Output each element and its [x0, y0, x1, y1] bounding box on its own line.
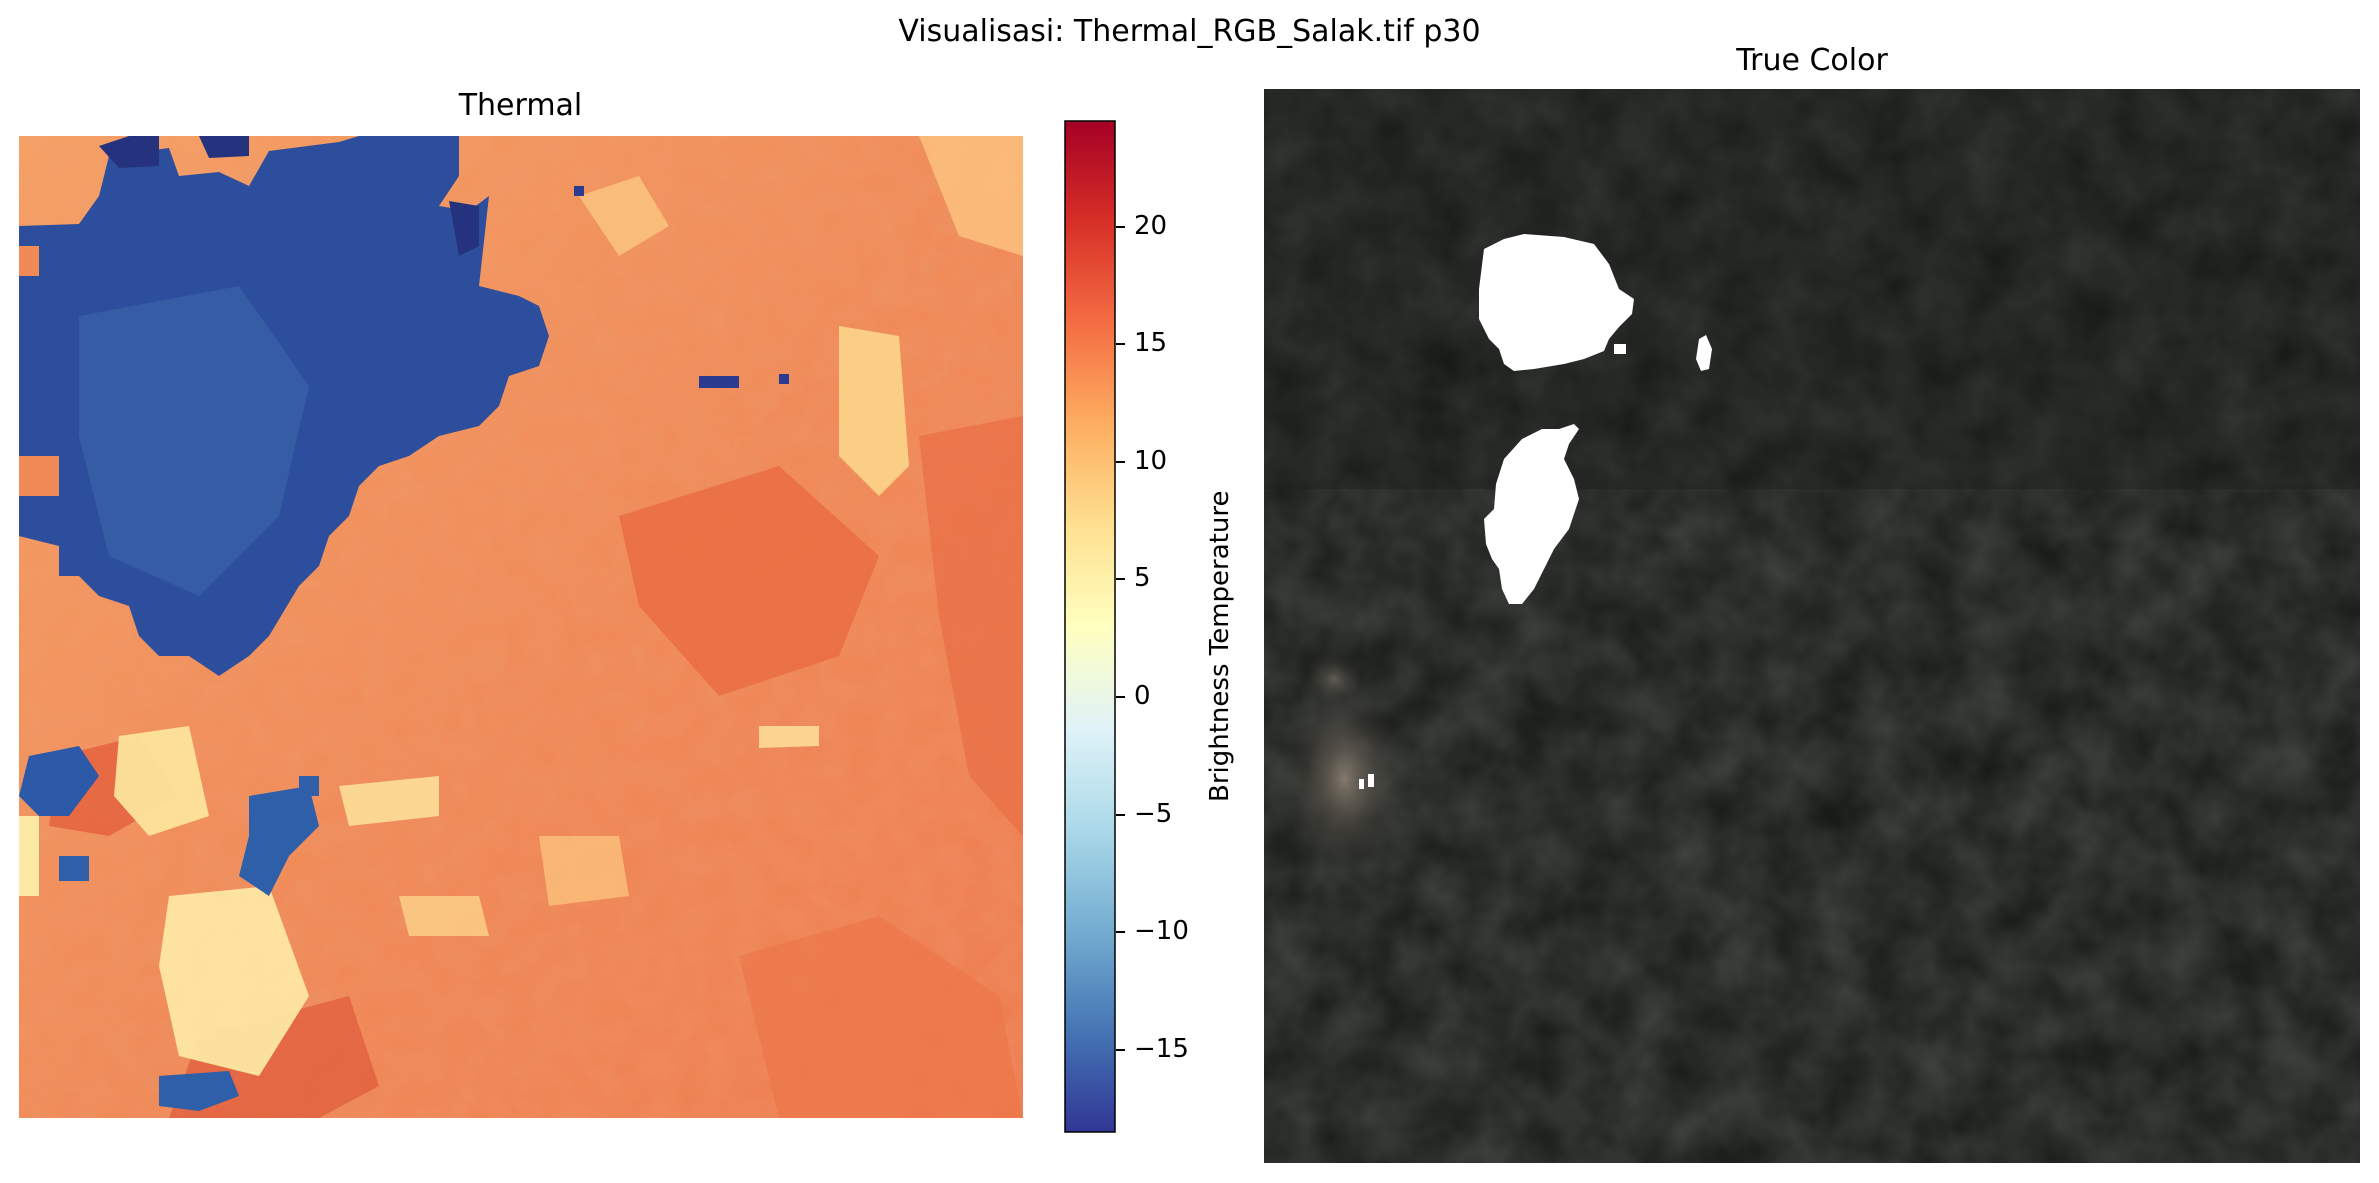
colorbar-tick-label: 5 — [1134, 563, 1151, 594]
colorbar-tick-mark — [1116, 578, 1125, 581]
colorbar-tick-mark — [1116, 343, 1125, 346]
colorbar-label: Brightness Temperature — [1205, 490, 1235, 802]
colorbar-tick-mark — [1116, 460, 1125, 463]
colorbar-tick-mark — [1116, 225, 1125, 228]
colorbar-tick-mark — [1116, 696, 1125, 699]
colorbar-tick-label: 10 — [1134, 445, 1168, 476]
thermal-panel-title: Thermal — [458, 88, 583, 123]
colorbar-tick-mark — [1116, 813, 1125, 816]
colorbar — [1064, 120, 1116, 1133]
figure-title: Visualisasi: Thermal_RGB_Salak.tif p30 — [898, 14, 1481, 49]
colorbar-tick-label: 0 — [1134, 681, 1151, 712]
colorbar-tick-label: −5 — [1134, 798, 1173, 829]
colorbar-tick-label: 20 — [1134, 210, 1168, 241]
truecolor-panel-title: True Color — [1736, 43, 1888, 78]
colorbar-tick-mark — [1116, 931, 1125, 934]
colorbar-tick-label: −15 — [1134, 1033, 1189, 1064]
truecolor-image — [1264, 89, 2360, 1163]
thermal-image — [19, 136, 1023, 1118]
colorbar-tick-label: −10 — [1134, 916, 1189, 947]
colorbar-tick-mark — [1116, 1048, 1125, 1051]
colorbar-tick-label: 15 — [1134, 328, 1168, 359]
